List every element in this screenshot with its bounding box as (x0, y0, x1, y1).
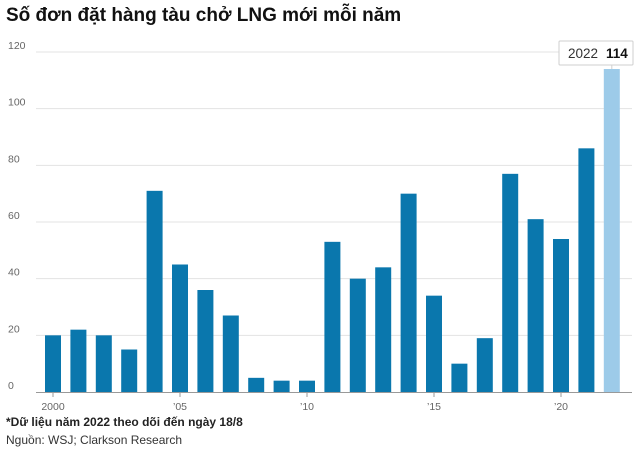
bar (400, 193, 417, 392)
bar (553, 239, 569, 392)
bar (273, 380, 290, 392)
bar (197, 290, 214, 392)
y-tick-label: 40 (8, 267, 20, 279)
bar (324, 241, 341, 392)
callout-year: 2022 (568, 46, 598, 61)
bar (45, 335, 61, 392)
bar (299, 380, 315, 392)
source-note: Nguồn: WSJ; Clarkson Research (6, 433, 183, 447)
bar-chart: 0 20 40 60 80 100 120 2000 ’05 ’10 ’15 ’20 2022 114 (8, 40, 634, 412)
footnote: *Dữ liệu năm 2022 theo dõi đến ngày 18/8 (6, 415, 243, 429)
y-tick-label: 120 (8, 40, 26, 52)
bar (476, 338, 493, 392)
bar (502, 173, 519, 392)
x-tick-label: ’20 (554, 401, 568, 412)
bar (222, 315, 239, 392)
bar (349, 278, 366, 392)
chart-title: Số đơn đặt hàng tàu chở LNG mới mỗi năm (6, 5, 402, 26)
x-tick-label: ’05 (173, 401, 187, 412)
bar (121, 349, 138, 392)
x-tick-label: ’15 (427, 401, 441, 412)
y-tick-label: 80 (8, 153, 20, 165)
y-tick-label: 60 (8, 210, 20, 222)
bar (375, 267, 392, 392)
bar (527, 219, 544, 392)
y-tick-label: 0 (8, 380, 14, 392)
y-tick-label: 100 (8, 97, 26, 109)
bar (70, 329, 87, 392)
bar (451, 363, 468, 392)
x-tick-label: 2000 (41, 401, 65, 412)
x-tick-label: ’10 (300, 401, 314, 412)
y-tick-label: 20 (8, 323, 20, 335)
bar (95, 335, 112, 392)
bar (146, 190, 163, 392)
bar (172, 264, 188, 392)
bar (578, 148, 595, 392)
bar (248, 377, 265, 392)
callout-value: 114 (606, 46, 628, 61)
callout-box (558, 40, 634, 66)
bar (603, 69, 620, 392)
bar (426, 295, 442, 392)
